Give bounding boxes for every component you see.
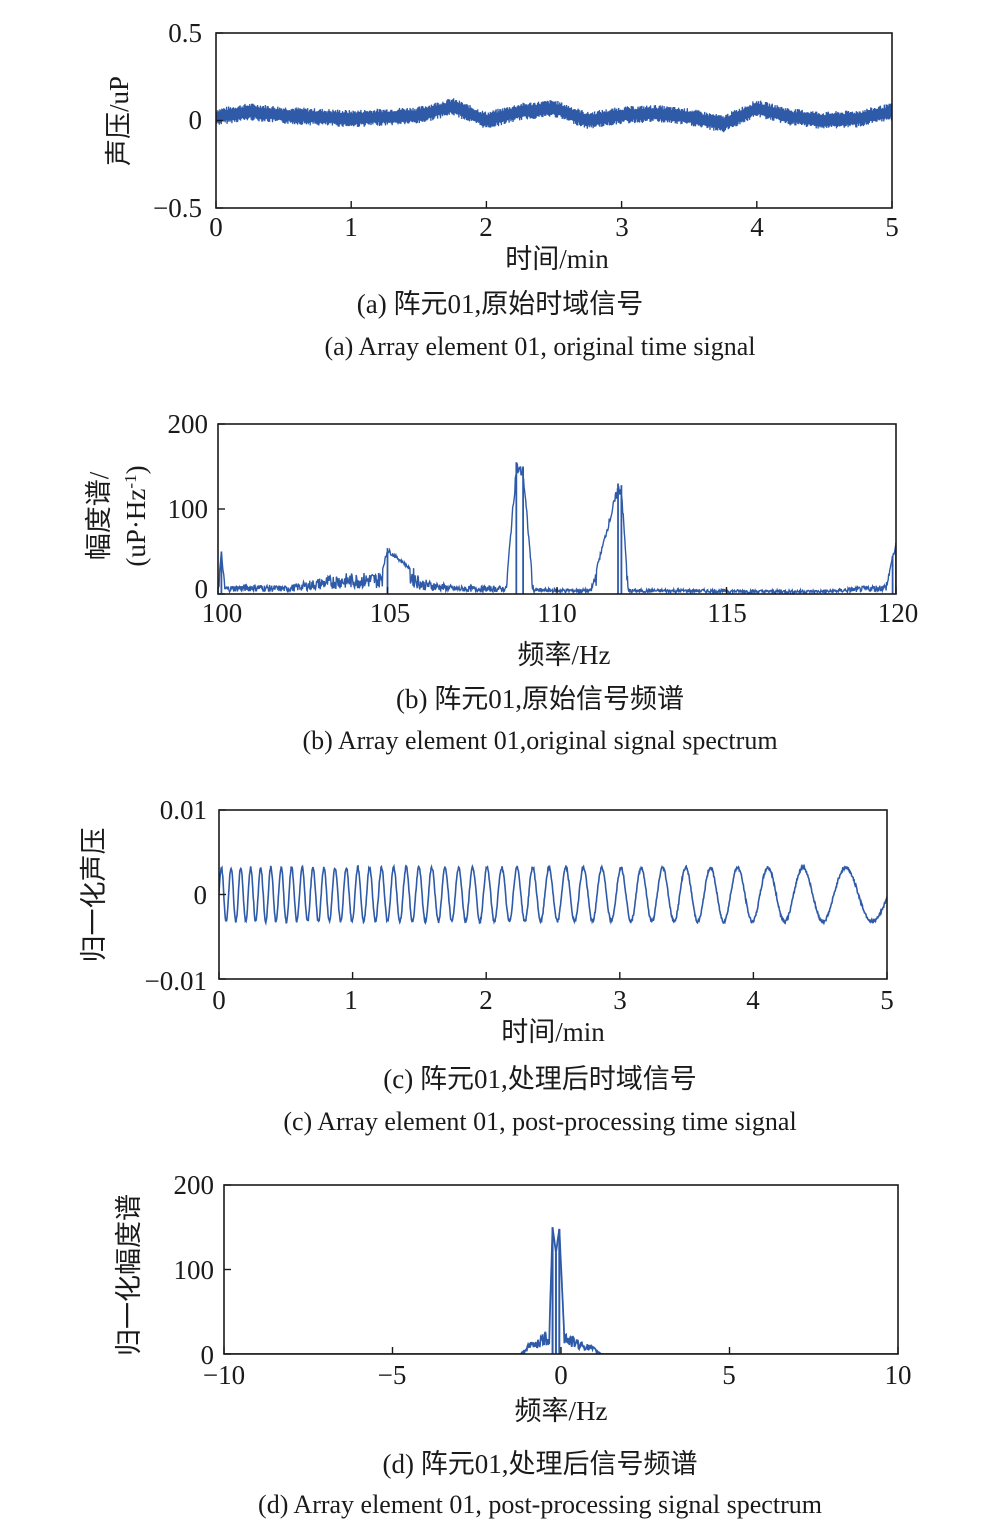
caption-en: (d) Array element 01, post-processing si… [258, 1490, 822, 1519]
series-line [216, 98, 892, 133]
x-tick-label: 0 [554, 1360, 568, 1390]
y-tick-label: 100 [168, 494, 209, 524]
x-tick-label: 3 [615, 212, 629, 242]
x-tick-label: 4 [746, 985, 760, 1015]
y-tick-label: 200 [168, 409, 209, 439]
x-tick-label: 2 [479, 985, 493, 1015]
y-axis-title: 幅度谱/ [84, 471, 114, 560]
caption-zh: (c) 阵元01,处理后时域信号 [383, 1064, 696, 1094]
y-tick-label: 0 [194, 880, 208, 910]
y-axis-unit-base: (uP·Hz [121, 489, 151, 567]
caption-zh: (b) 阵元01,原始信号频谱 [396, 684, 684, 714]
y-axis-title: 归一化声压 [79, 828, 109, 963]
x-tick-label: 115 [707, 598, 747, 628]
panel-c-ticks [218, 809, 888, 980]
x-axis-title: 频率/Hz [518, 640, 611, 670]
x-tick-label: 10 [885, 1360, 912, 1390]
y-axis-unit-close: ) [121, 465, 151, 474]
caption-en: (b) Array element 01,original signal spe… [302, 726, 777, 755]
series-line [219, 863, 887, 926]
x-tick-label: 2 [479, 212, 493, 242]
caption-zh: (d) 阵元01,处理后信号频谱 [383, 1449, 698, 1479]
caption-zh: (a) 阵元01,原始时域信号 [357, 289, 643, 319]
x-tick-label: 100 [202, 598, 243, 628]
panel-b-plot-area [218, 462, 896, 594]
x-tick-label: 5 [880, 985, 894, 1015]
x-tick-label: 105 [370, 598, 411, 628]
series-line [224, 1227, 898, 1354]
x-axis-title: 时间/min [501, 1017, 605, 1047]
panel-c-plot-area [219, 863, 887, 926]
y-axis-title: 声压/uP [104, 76, 134, 166]
y-tick-label: 200 [174, 1170, 215, 1200]
panel-b-original-spectrum: 200 100 0 100 105 110 115 120 频率/Hz 幅度谱/… [84, 409, 918, 755]
x-axis-title: 频率/Hz [515, 1396, 608, 1426]
y-tick-label: 100 [174, 1255, 215, 1285]
x-tick-label: 1 [344, 985, 358, 1015]
panel-d-ticks [223, 1184, 899, 1355]
x-tick-label: 120 [878, 598, 919, 628]
y-tick-label: 0.01 [160, 795, 207, 825]
x-tick-label: 4 [750, 212, 764, 242]
panel-b-ticks [217, 423, 897, 595]
x-tick-label: 0 [212, 985, 226, 1015]
series-line [218, 462, 896, 594]
x-tick-label: −5 [378, 1360, 407, 1390]
panel-d-plot-area [224, 1227, 898, 1354]
x-axis-title: 时间/min [505, 244, 609, 274]
y-tick-label: 0.5 [168, 18, 202, 48]
y-axis-unit-exponent: -1 [121, 474, 140, 488]
panel-a-ticks [215, 32, 893, 209]
x-tick-label: −10 [203, 1360, 245, 1390]
x-tick-label: 0 [209, 212, 223, 242]
panel-d-processed-spectrum: 200 100 0 −10 −5 0 5 10 频率/Hz 归一化幅度谱 (d)… [114, 1170, 912, 1519]
y-axis-unit: (uP·Hz-1) [121, 465, 152, 566]
panel-c-processed-time-signal: 0.01 0 −0.01 0 1 2 3 4 5 时间/min 归一化声压 (c… [79, 795, 894, 1136]
y-tick-label: −0.01 [145, 966, 207, 996]
x-tick-label: 3 [613, 985, 627, 1015]
panel-a-original-time-signal: 0.5 0 −0.5 0 1 2 3 4 5 时间/min 声压/uP (a) … [104, 18, 899, 361]
y-tick-label: −0.5 [153, 193, 202, 223]
y-tick-label: 0 [201, 1340, 215, 1370]
x-tick-label: 5 [722, 1360, 736, 1390]
y-axis-title: 归一化幅度谱 [114, 1194, 144, 1356]
y-tick-label: 0 [189, 105, 203, 135]
x-tick-label: 5 [885, 212, 899, 242]
panel-b-frame [217, 423, 897, 595]
x-tick-label: 110 [537, 598, 577, 628]
x-tick-label: 1 [344, 212, 358, 242]
caption-en: (a) Array element 01, original time sign… [324, 332, 755, 361]
panel-a-plot-area [216, 98, 892, 133]
caption-en: (c) Array element 01, post-processing ti… [283, 1107, 796, 1136]
y-tick-label: 0 [195, 574, 209, 604]
